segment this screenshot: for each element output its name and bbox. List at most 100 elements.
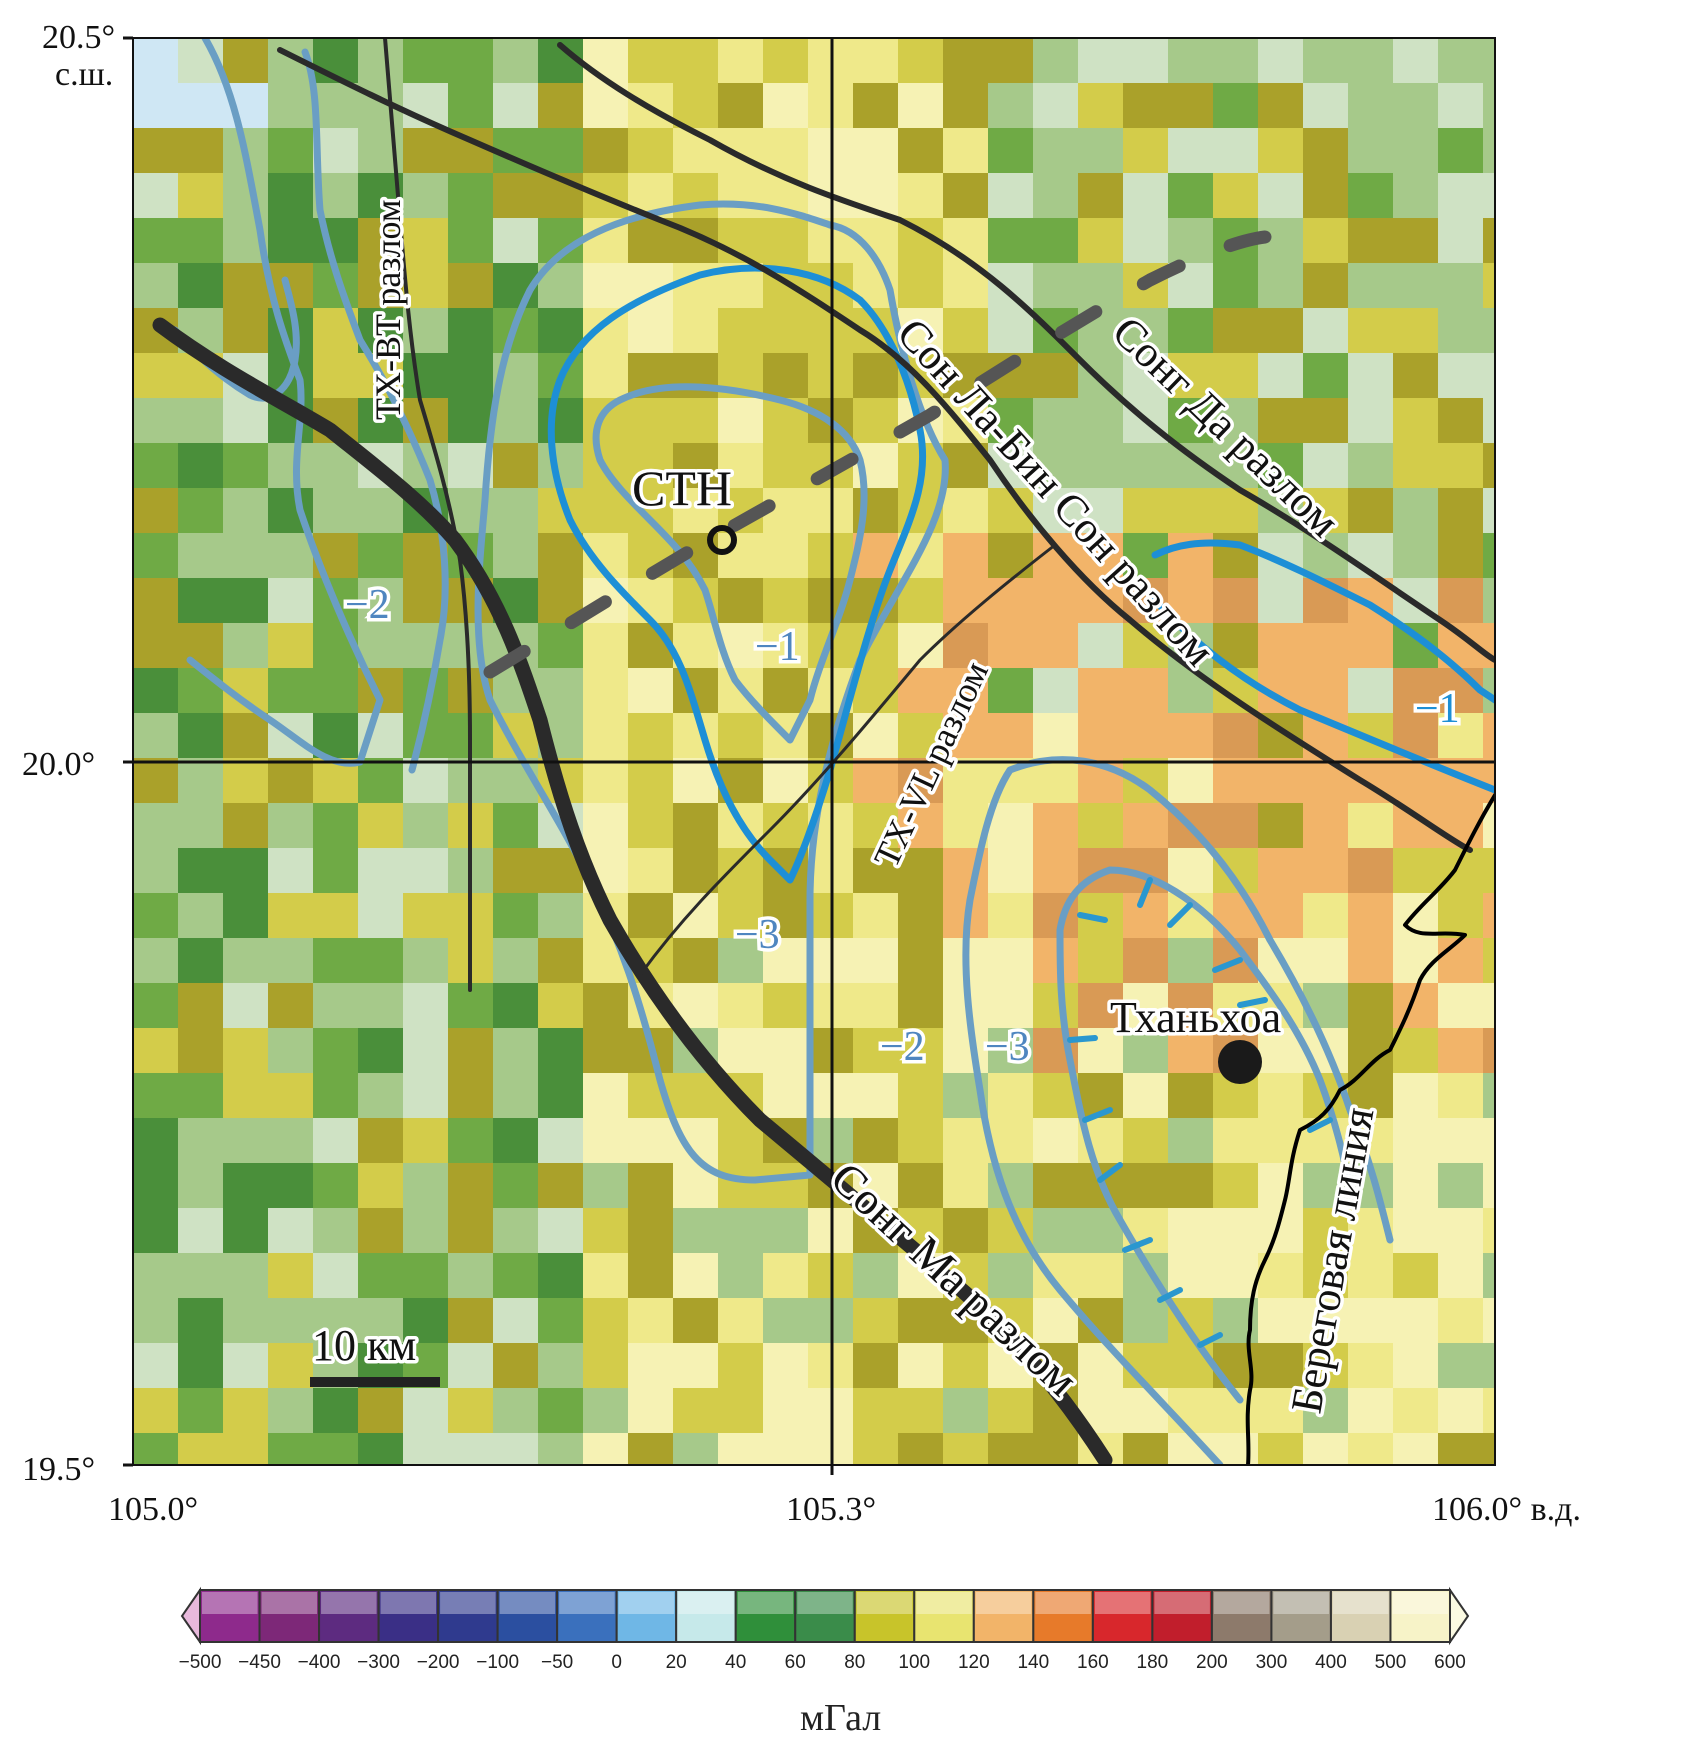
raster-cell bbox=[1483, 1163, 1495, 1209]
raster-cell bbox=[1168, 1073, 1214, 1119]
raster-cell bbox=[628, 218, 674, 264]
raster-cell bbox=[853, 1343, 899, 1389]
raster-cell bbox=[1303, 398, 1349, 444]
raster-cell bbox=[1303, 938, 1349, 984]
raster-cell bbox=[178, 1118, 224, 1164]
colorbar-swatch bbox=[913, 1589, 975, 1643]
raster-cell bbox=[178, 983, 224, 1029]
raster-cell bbox=[988, 1073, 1034, 1119]
raster-cell bbox=[1483, 263, 1495, 309]
contour-label-minus1-right: −1 bbox=[1415, 686, 1460, 732]
raster-cell bbox=[1258, 128, 1304, 174]
raster-cell bbox=[133, 83, 179, 129]
colorbar-swatch bbox=[496, 1589, 559, 1643]
raster-cell bbox=[673, 938, 719, 984]
raster-cell bbox=[898, 623, 944, 669]
raster-cell bbox=[1258, 353, 1304, 399]
raster-cell bbox=[448, 1118, 494, 1164]
raster-cell bbox=[1348, 353, 1394, 399]
raster-cell bbox=[1213, 578, 1259, 624]
raster-cell bbox=[313, 1208, 359, 1254]
raster-cell bbox=[1483, 443, 1495, 489]
raster-cell bbox=[448, 1343, 494, 1389]
raster-cell bbox=[1303, 623, 1349, 669]
raster-cell bbox=[403, 1208, 449, 1254]
raster-cell bbox=[1483, 893, 1495, 939]
raster-cell bbox=[1033, 803, 1079, 849]
raster-cell bbox=[313, 1298, 359, 1344]
raster-cell bbox=[1393, 128, 1439, 174]
raster-cell bbox=[403, 1298, 449, 1344]
colorbar-sheen bbox=[618, 1592, 675, 1614]
raster-cell bbox=[313, 893, 359, 939]
raster-cell bbox=[628, 1118, 674, 1164]
raster-cell bbox=[1168, 848, 1214, 894]
raster-cell bbox=[1078, 218, 1124, 264]
raster-cell bbox=[178, 443, 224, 489]
raster-cell bbox=[1033, 623, 1079, 669]
colorbar-tick-label: −400 bbox=[298, 1652, 341, 1673]
raster-cell bbox=[403, 803, 449, 849]
colorbar-sheen bbox=[380, 1592, 437, 1614]
thanh-hoa-marker[interactable] bbox=[1218, 1040, 1262, 1084]
raster-cell bbox=[1168, 308, 1214, 354]
raster-cell bbox=[403, 353, 449, 399]
colorbar-sheen bbox=[856, 1592, 913, 1614]
raster-cell bbox=[1438, 938, 1484, 984]
colorbar-unit: мГал bbox=[800, 1697, 881, 1739]
cth-marker[interactable] bbox=[707, 525, 737, 555]
raster-cell bbox=[403, 1118, 449, 1164]
raster-cell bbox=[1303, 1163, 1349, 1209]
raster-cell bbox=[493, 173, 539, 219]
raster-cell bbox=[403, 983, 449, 1029]
raster-cell bbox=[493, 1028, 539, 1074]
raster-cell bbox=[268, 1298, 314, 1344]
raster-cell bbox=[898, 938, 944, 984]
raster-cell bbox=[1078, 668, 1124, 714]
raster-cell bbox=[943, 488, 989, 534]
raster-cell bbox=[1483, 623, 1495, 669]
raster-cell bbox=[1483, 173, 1495, 219]
raster-cell bbox=[358, 38, 404, 84]
raster-cell bbox=[403, 938, 449, 984]
raster-cell bbox=[1033, 1208, 1079, 1254]
raster-cell bbox=[448, 1073, 494, 1119]
raster-cell bbox=[1213, 803, 1259, 849]
raster-cell bbox=[763, 218, 809, 264]
raster-cell bbox=[1438, 1028, 1484, 1074]
colorbar-sheen bbox=[737, 1592, 794, 1614]
raster-cell bbox=[538, 1073, 584, 1119]
tx-bt-fault-label: TX-BT разлом bbox=[368, 199, 408, 420]
raster-cell bbox=[1438, 83, 1484, 129]
raster-cell bbox=[718, 533, 764, 579]
raster-cell bbox=[763, 1028, 809, 1074]
raster-cell bbox=[1258, 623, 1304, 669]
raster-cell bbox=[1393, 443, 1439, 489]
raster-cell bbox=[763, 128, 809, 174]
raster-cell bbox=[133, 398, 179, 444]
raster-cell bbox=[223, 713, 269, 759]
colorbar-sheen bbox=[1094, 1592, 1151, 1614]
raster-cell bbox=[1168, 38, 1214, 84]
raster-cell bbox=[1393, 218, 1439, 264]
raster-cell bbox=[178, 398, 224, 444]
raster-cell bbox=[1258, 398, 1304, 444]
raster-cell bbox=[673, 83, 719, 129]
raster-cell bbox=[763, 38, 809, 84]
raster-cell bbox=[853, 1118, 899, 1164]
raster-cell bbox=[1393, 1298, 1439, 1344]
raster-cell bbox=[898, 803, 944, 849]
raster-cell bbox=[493, 83, 539, 129]
raster-cell bbox=[1303, 1298, 1349, 1344]
raster-cell bbox=[718, 1028, 764, 1074]
raster-cell bbox=[1438, 263, 1484, 309]
contour-center-minus1[interactable] bbox=[547, 264, 927, 884]
fault-lines bbox=[152, 38, 1495, 1465]
raster-cell bbox=[988, 308, 1034, 354]
raster-cell bbox=[313, 668, 359, 714]
colorbar-tick-label: 300 bbox=[1256, 1652, 1288, 1673]
raster-cell bbox=[718, 173, 764, 219]
raster-cell bbox=[583, 1343, 629, 1389]
raster-cell bbox=[1483, 1388, 1495, 1434]
raster-cell bbox=[628, 893, 674, 939]
